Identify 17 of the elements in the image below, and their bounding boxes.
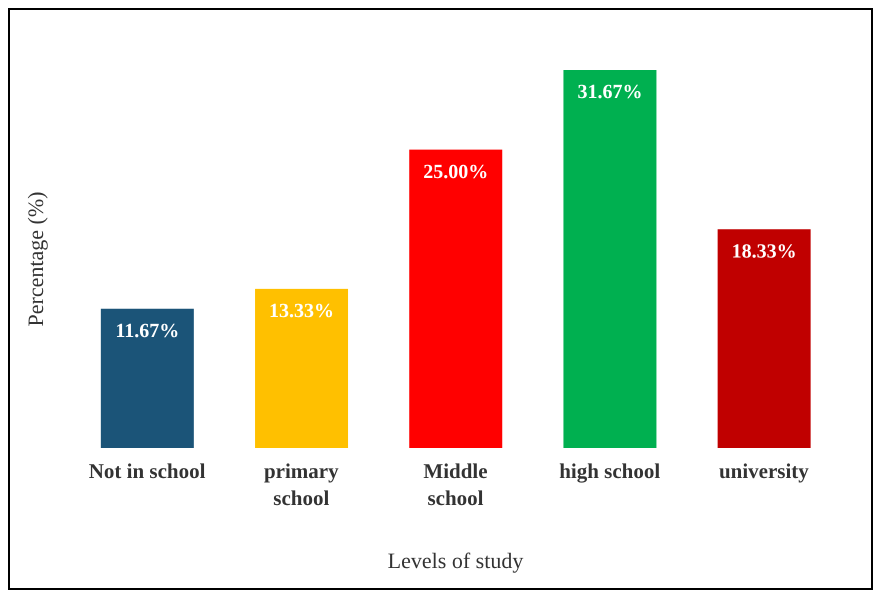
y-axis-title: Percentage (%)	[22, 192, 48, 326]
bar	[100, 308, 194, 448]
bar	[255, 288, 348, 448]
data-label: 11.67%	[115, 320, 180, 342]
x-tick-label: Not in school	[88, 459, 206, 483]
data-label: 18.33%	[732, 240, 797, 262]
x-tick-label: primary school	[264, 459, 340, 510]
bar	[409, 150, 502, 448]
data-label: 13.33%	[269, 300, 334, 322]
data-label: 31.67%	[577, 81, 642, 104]
x-tick-label: university	[718, 459, 810, 483]
x-tick-label: high school	[559, 459, 660, 483]
data-label: 25.00%	[423, 160, 488, 183]
x-tick-label: Middle school	[423, 459, 488, 510]
bar	[563, 70, 656, 448]
bar	[718, 229, 811, 448]
x-axis-title: Levels of study	[388, 548, 524, 573]
